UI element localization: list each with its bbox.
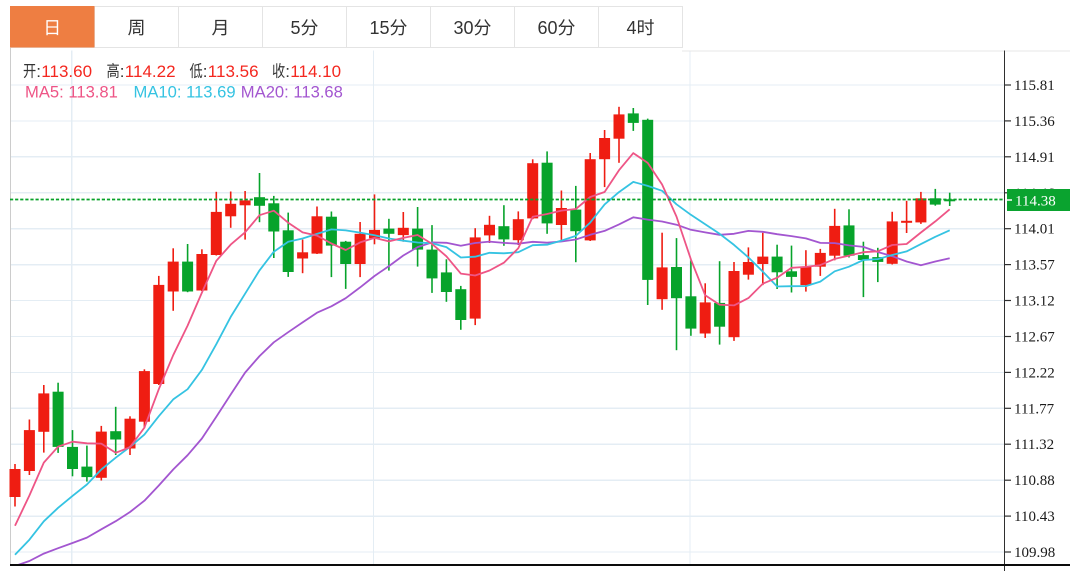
svg-text:113.12: 113.12 [1014, 294, 1055, 310]
svg-text::: : [120, 62, 125, 81]
svg-text:112.22: 112.22 [1014, 365, 1055, 381]
svg-text:113.60: 113.60 [41, 62, 92, 81]
svg-text:114.01: 114.01 [1014, 222, 1055, 238]
svg-text:114.91: 114.91 [1014, 150, 1055, 166]
svg-text:30: 30 [453, 18, 473, 38]
svg-text:111.32: 111.32 [1014, 437, 1054, 453]
svg-text:5: 5 [291, 18, 301, 38]
svg-text:115.81: 115.81 [1014, 78, 1055, 94]
svg-text:112.67: 112.67 [1014, 330, 1055, 346]
svg-text:114.10: 114.10 [290, 62, 341, 81]
svg-text:114.38: 114.38 [1015, 194, 1056, 210]
svg-text::: : [36, 62, 41, 81]
svg-text:4: 4 [627, 18, 637, 38]
svg-text:114.22: 114.22 [125, 62, 176, 81]
svg-text:110.43: 110.43 [1014, 509, 1055, 525]
svg-text:115.36: 115.36 [1014, 114, 1055, 130]
svg-text::: : [203, 62, 208, 81]
svg-text:110.88: 110.88 [1014, 473, 1055, 489]
svg-text:113.57: 113.57 [1014, 258, 1055, 274]
svg-text:15: 15 [369, 18, 389, 38]
svg-text:109.98: 109.98 [1014, 545, 1055, 561]
svg-text:113.56: 113.56 [208, 62, 259, 81]
svg-text:MA20: 113.68: MA20: 113.68 [241, 83, 343, 102]
svg-text:MA10: 113.69: MA10: 113.69 [134, 83, 236, 102]
svg-text:60: 60 [537, 18, 557, 38]
svg-text:MA5: 113.81: MA5: 113.81 [25, 83, 118, 102]
svg-text::: : [285, 62, 290, 81]
svg-text:111.77: 111.77 [1014, 401, 1055, 417]
